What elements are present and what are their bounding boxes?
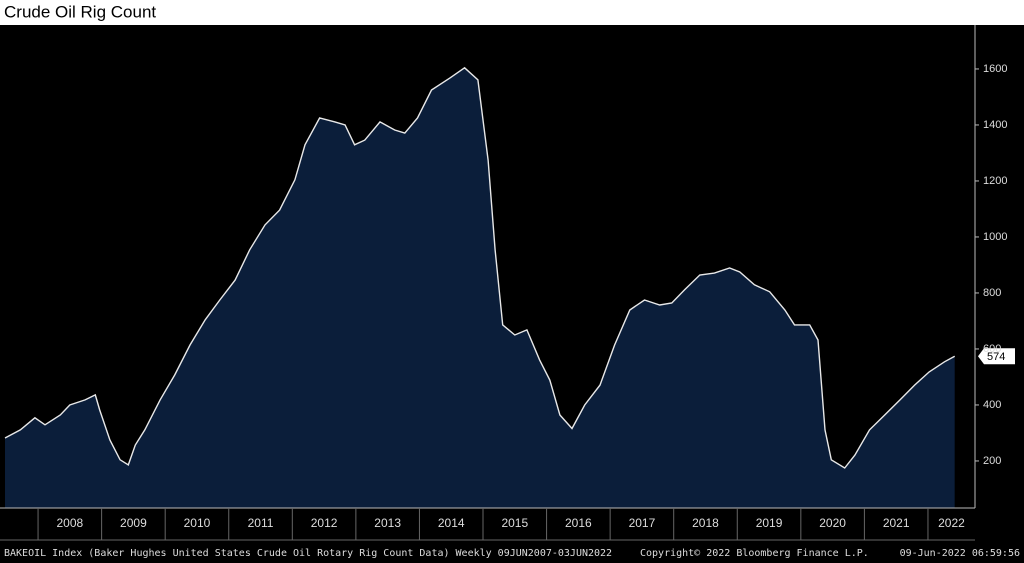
x-tick-label: 2019 xyxy=(756,516,783,530)
x-tick-label: 2016 xyxy=(565,516,592,530)
line xyxy=(4,66,956,469)
x-tick-label: 2014 xyxy=(438,516,465,530)
chart-title: Crude Oil Rig Count xyxy=(4,2,156,21)
x-tick-label: 2011 xyxy=(248,516,274,530)
y-tick-label: 600 xyxy=(983,343,1001,355)
y-tick-label: 1200 xyxy=(983,175,1007,187)
x-tick-label: 2018 xyxy=(692,516,719,530)
timestamp: 09-Jun-2022 06:59:56 xyxy=(900,548,1020,559)
y-tick-label: 1400 xyxy=(983,119,1007,131)
y-tick-label: 800 xyxy=(983,287,1001,299)
x-tick-label: 2020 xyxy=(819,516,846,530)
y-tick-label: 1000 xyxy=(983,231,1007,243)
area-fill xyxy=(5,67,955,509)
last-value-label: 574 xyxy=(987,351,1005,363)
x-tick-label: 2012 xyxy=(311,516,338,530)
y-tick-label: 400 xyxy=(983,399,1001,411)
x-tick-label: 2010 xyxy=(184,516,211,530)
x-tick-label: 2009 xyxy=(120,516,147,530)
x-tick-label: 2008 xyxy=(56,516,83,530)
x-tick-label: 2015 xyxy=(501,516,528,530)
y-tick-label: 200 xyxy=(983,455,1001,467)
x-tick-label: 2021 xyxy=(883,516,910,530)
copyright: Copyright© 2022 Bloomberg Finance L.P. xyxy=(640,548,869,559)
y-tick-label: 1600 xyxy=(983,63,1007,75)
x-tick-label: 2017 xyxy=(629,516,656,530)
footer: BAKEOIL Index (Baker Hughes United State… xyxy=(4,548,612,559)
x-tick-label: 2022 xyxy=(938,516,965,530)
last-value-box xyxy=(978,348,1015,365)
x-tick-label: 2013 xyxy=(374,516,401,530)
